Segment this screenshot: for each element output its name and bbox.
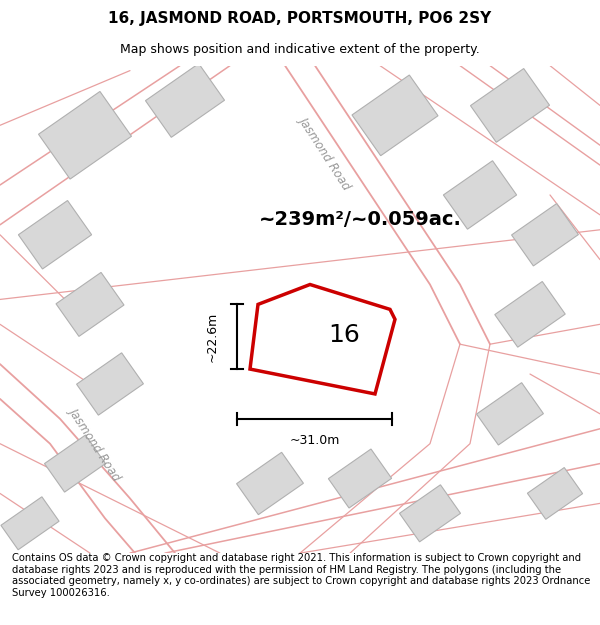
Polygon shape [77, 353, 143, 415]
Text: Jasmond Road: Jasmond Road [296, 114, 353, 192]
Polygon shape [236, 452, 304, 514]
Text: Contains OS data © Crown copyright and database right 2021. This information is : Contains OS data © Crown copyright and d… [12, 553, 590, 598]
Text: ~22.6m: ~22.6m [205, 312, 218, 362]
Polygon shape [56, 272, 124, 336]
Text: ~31.0m: ~31.0m [289, 434, 340, 447]
Polygon shape [400, 485, 461, 542]
Polygon shape [44, 435, 106, 492]
Polygon shape [38, 91, 131, 179]
Text: 16, JASMOND ROAD, PORTSMOUTH, PO6 2SY: 16, JASMOND ROAD, PORTSMOUTH, PO6 2SY [109, 11, 491, 26]
Polygon shape [145, 64, 224, 138]
Text: 16: 16 [329, 323, 361, 347]
Polygon shape [352, 75, 438, 156]
Text: ~239m²/~0.059ac.: ~239m²/~0.059ac. [259, 211, 461, 229]
Polygon shape [512, 204, 578, 266]
Polygon shape [495, 281, 565, 348]
Polygon shape [470, 69, 550, 142]
Text: Jasmond Road: Jasmond Road [67, 405, 124, 482]
Polygon shape [250, 284, 395, 394]
Polygon shape [476, 382, 544, 445]
Polygon shape [1, 497, 59, 550]
Text: Map shows position and indicative extent of the property.: Map shows position and indicative extent… [120, 42, 480, 56]
Polygon shape [527, 468, 583, 519]
Polygon shape [328, 449, 392, 508]
Polygon shape [443, 161, 517, 229]
Polygon shape [19, 201, 92, 269]
